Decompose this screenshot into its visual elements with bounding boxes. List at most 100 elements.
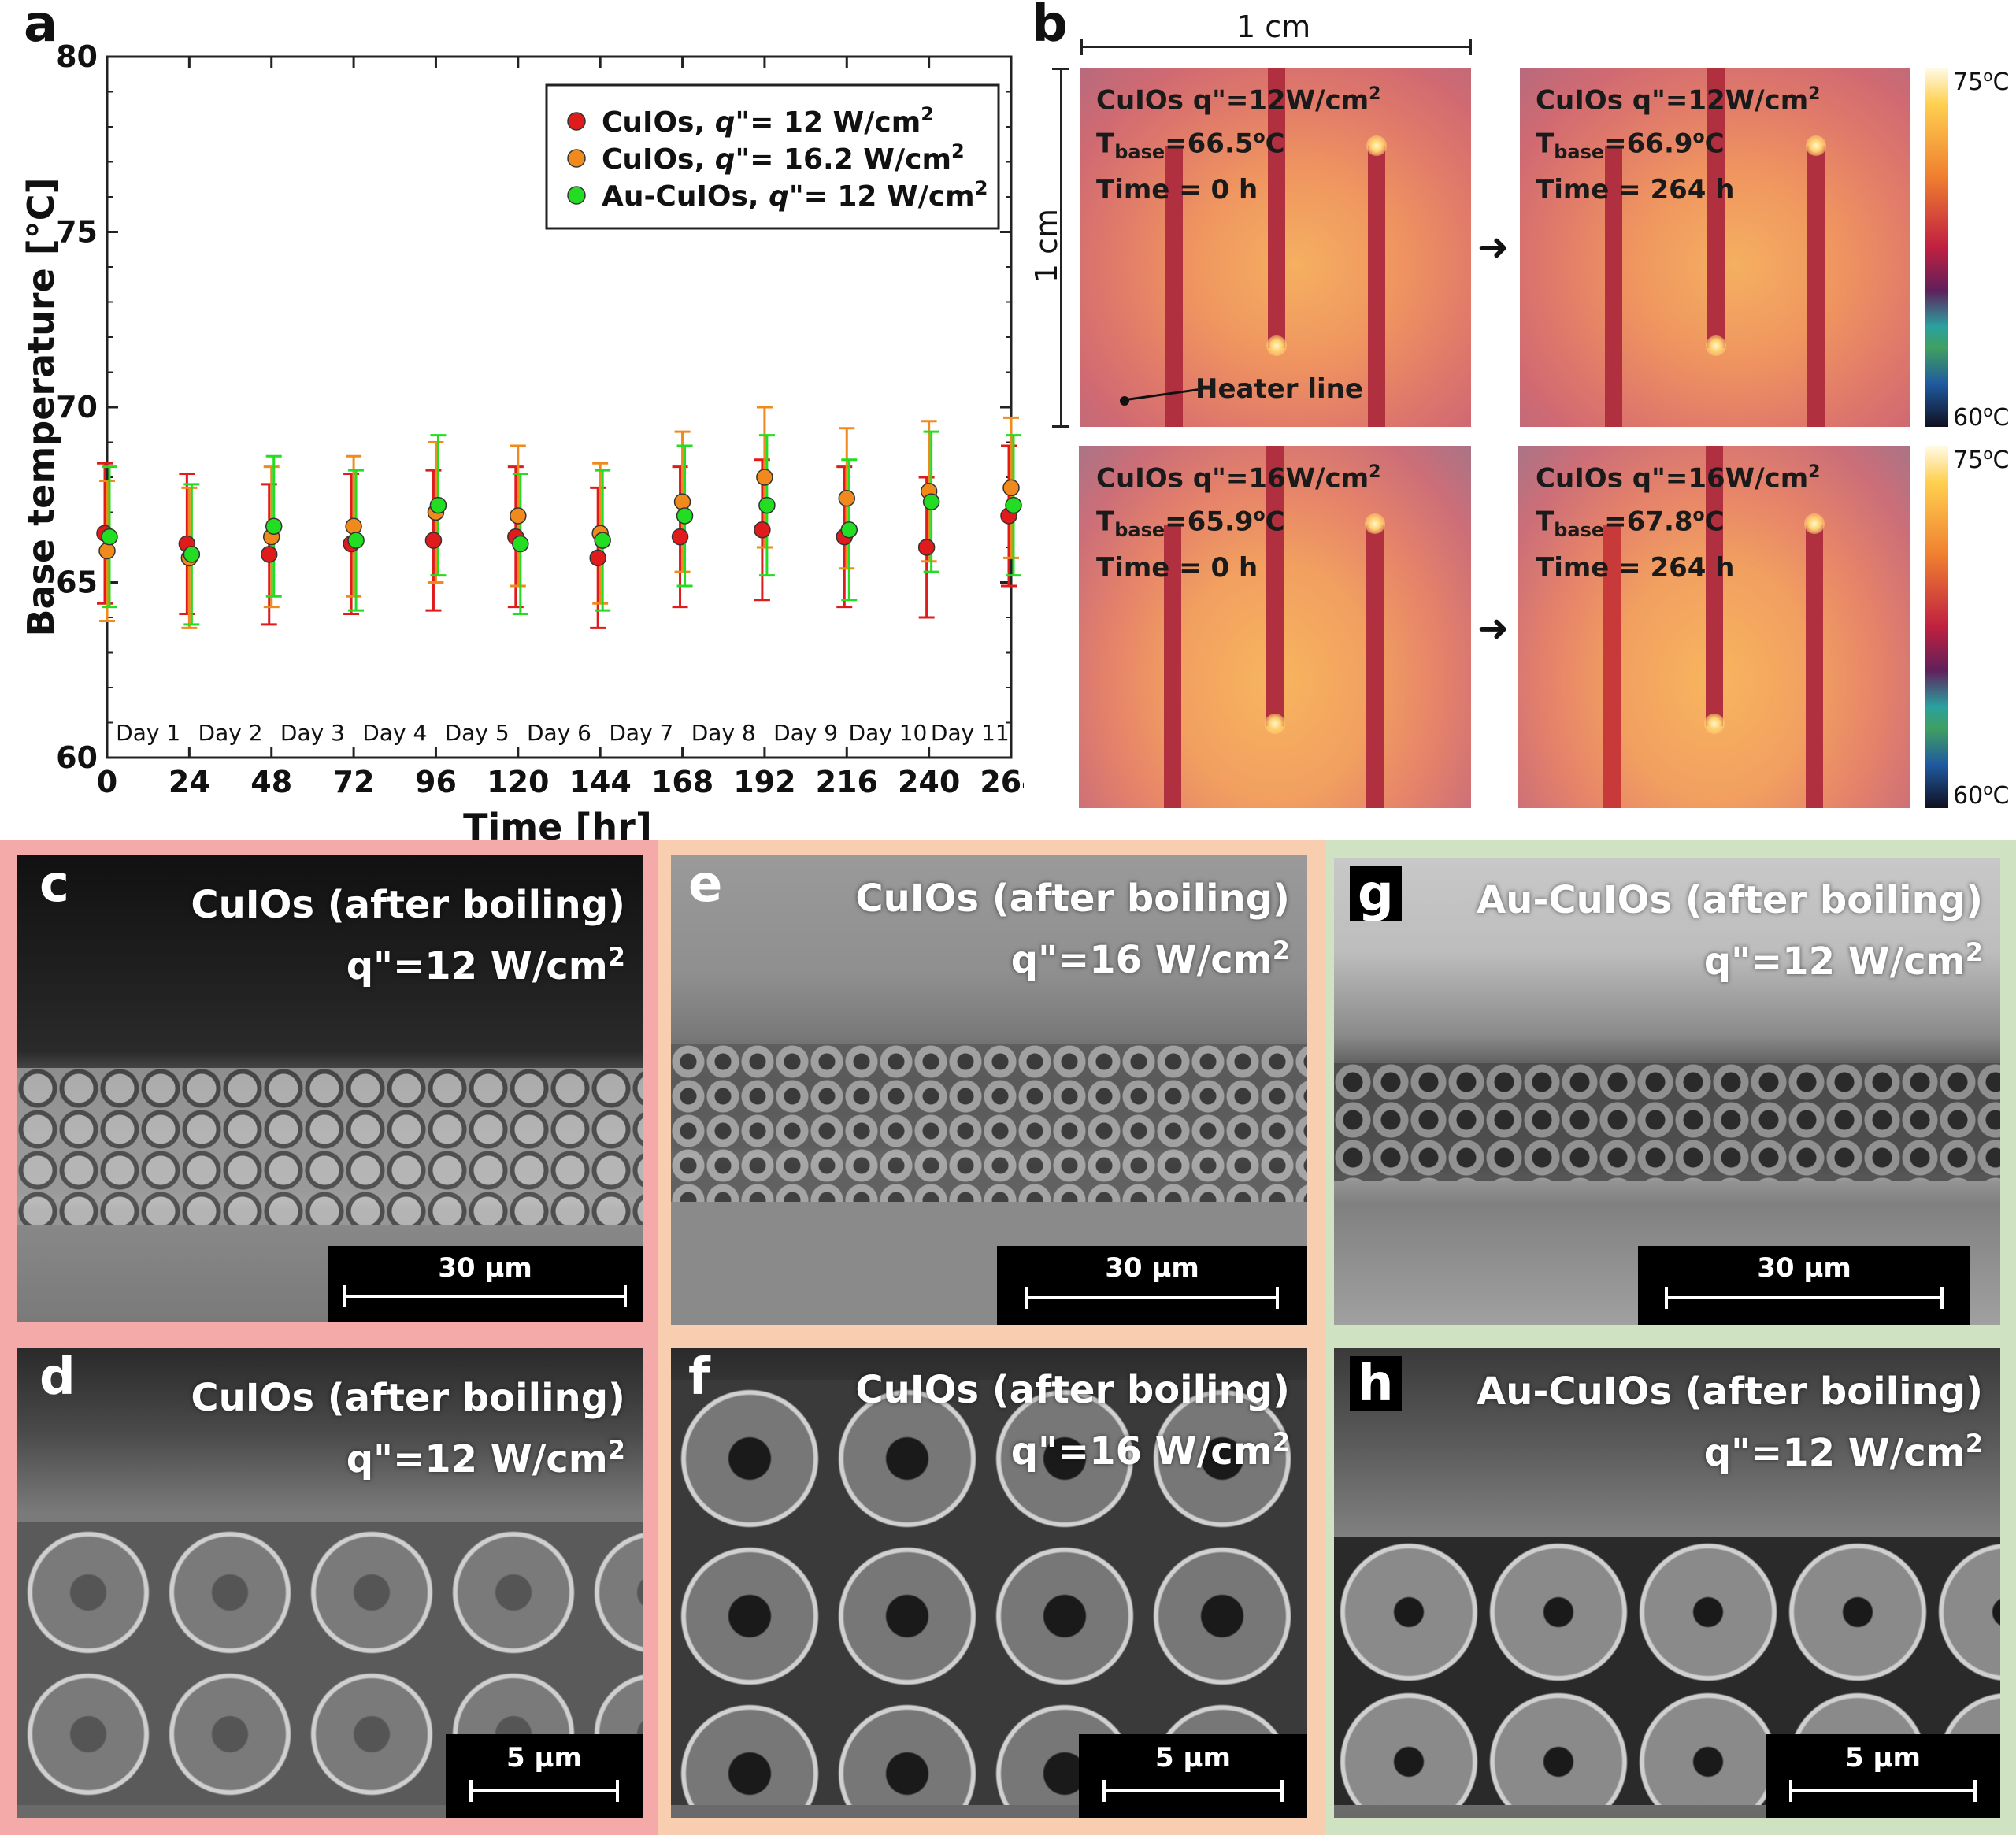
hotspot [1706,335,1726,356]
colorbar-top-max-label: 75oC [1953,66,2009,96]
x-tick-label: 96 [415,765,457,799]
panel-a-letter: a [24,0,58,54]
heater-line-left [1164,525,1181,808]
superscript: 2 [1808,84,1821,104]
superscript: 2 [1965,1429,1983,1459]
thermal-caption-line1: CuIOs q"=16W/cm [1096,462,1369,495]
data-point [101,528,118,546]
legend-marker [567,186,586,205]
hotspot [1265,714,1285,734]
legend-marker [567,149,586,168]
heater-line-right [1368,146,1385,427]
panel-letter-c: c [39,855,69,914]
superscript: 2 [1965,937,1983,967]
colorbar-max-value: 75 [1953,69,1984,96]
sem-title-line2: q"=12 W/cm [346,1437,608,1481]
sem-image-e: e CuIOs (after boiling) q"=16 W/cm2 30 µ… [671,855,1307,1325]
scale-bar-line [1789,1789,1977,1792]
tbase-letter: T [1536,128,1555,160]
sem-title-line2: q"=12 W/cm [1703,1431,1966,1475]
degree-sup: o [1692,128,1705,148]
thermal-caption: CuIOs q"=16W/cm2 Tbase=65.9oC Time = 0 h [1096,454,1380,587]
panel-b-letter: b [1032,0,1068,54]
day-label: Day 7 [609,720,673,746]
x-tick-label: 120 [487,765,549,799]
scale-bar-tick [343,1285,346,1307]
sem-title-line2: q"=12 W/cm [346,944,608,988]
porous-layer [17,1068,643,1225]
legend-label: Au-CuIOs, q"= 12 W/cm2 [602,177,988,213]
data-point [98,542,116,560]
thermal-image-16w-0h: CuIOs q"=16W/cm2 Tbase=65.9oC Time = 0 h [1079,446,1471,808]
thermal-time: Time = 0 h [1096,552,1258,584]
scale-bar-label: 30 µm [438,1252,532,1284]
data-point [756,469,773,486]
heater-line-left [1166,146,1183,427]
day-label: Day 10 [849,720,928,746]
data-point [1005,496,1022,514]
day-label: Day 5 [445,720,510,746]
sem-title: Au-CuIOs (after boiling) q"=12 W/cm2 [1477,1366,1983,1479]
thermal-caption: CuIOs q"=12W/cm2 Tbase=66.9oC Time = 264… [1536,76,1820,209]
heater-line-middle [1707,68,1725,348]
scale-bar-horizontal [1080,46,1471,48]
heater-line-label: Heater line [1195,373,1363,405]
data-point [345,517,362,536]
scale-bar-horizontal-tick-left [1080,39,1083,55]
x-tick-label: 264 [980,765,1024,799]
y-tick-label: 65 [56,565,98,600]
x-tick-label: 48 [250,765,292,799]
day-label: Day 4 [362,720,427,746]
scale-bar-tick [1789,1780,1792,1802]
x-tick-label: 240 [898,765,960,799]
panel-letter-g: g [1350,866,1402,921]
sem-title-line1: Au-CuIOs (after boiling) [1477,1370,1983,1414]
data-point [429,496,447,514]
data-point [347,532,365,549]
heater-line-middle [1266,446,1284,726]
data-point [917,539,936,556]
thermal-caption-line1: CuIOs q"=12W/cm [1536,84,1809,117]
x-tick-label: 24 [169,765,210,799]
thermal-time: Time = 264 h [1536,174,1735,206]
heater-line-left [1605,146,1622,427]
colorbar-min-value: 60 [1953,404,1984,432]
degree-unit: C [1704,506,1725,538]
data-point [840,521,858,539]
data-point [673,493,691,510]
hotspot [1266,335,1287,356]
thermal-caption-line1: CuIOs q"=16W/cm [1536,462,1809,495]
scale-bar-tick [1025,1287,1028,1309]
heater-line-right [1366,525,1384,808]
x-tick-label: 216 [816,765,878,799]
data-point [838,489,856,507]
scale-bar-label: 5 µm [1155,1742,1231,1774]
sem-image-f: f CuIOs (after boiling) q"=16 W/cm2 5 µm [671,1348,1307,1818]
day-label: Day 8 [691,720,756,746]
scale-bar-vertical [1060,68,1062,427]
heater-line-left [1603,525,1621,808]
colorbar-bottom-min-label: 60oC [1953,780,2009,810]
panel-letter-d: d [39,1348,76,1407]
degree-unit: C [1992,69,2010,96]
thermal-time: Time = 264 h [1536,552,1735,584]
porous-layer [671,1044,1307,1202]
degree-unit: C [1265,128,1285,160]
data-point [512,535,529,553]
scale-bar-tick [1973,1780,1977,1802]
data-point [260,546,278,563]
y-axis-label: Base temperature [°C] [20,177,62,636]
thermal-image-16w-264h: CuIOs q"=16W/cm2 Tbase=67.8oC Time = 264… [1518,446,1910,808]
tbase-letter: T [1096,128,1115,160]
sem-title: Au-CuIOs (after boiling) q"=12 W/cm2 [1477,874,1983,988]
degree-unit: C [1704,128,1725,160]
tbase-subscript: base [1554,519,1605,542]
y-tick-label: 75 [56,215,98,250]
porous-layer [1334,1063,2000,1181]
legend-label: CuIOs, q"= 16.2 W/cm2 [602,140,965,176]
sem-title: CuIOs (after boiling) q"=16 W/cm2 [855,873,1290,986]
day-label: Day 9 [773,720,838,746]
day-label: Day 1 [116,720,180,746]
sem-title: CuIOs (after boiling) q"=12 W/cm2 [191,1372,625,1485]
hotspot [1704,714,1725,734]
